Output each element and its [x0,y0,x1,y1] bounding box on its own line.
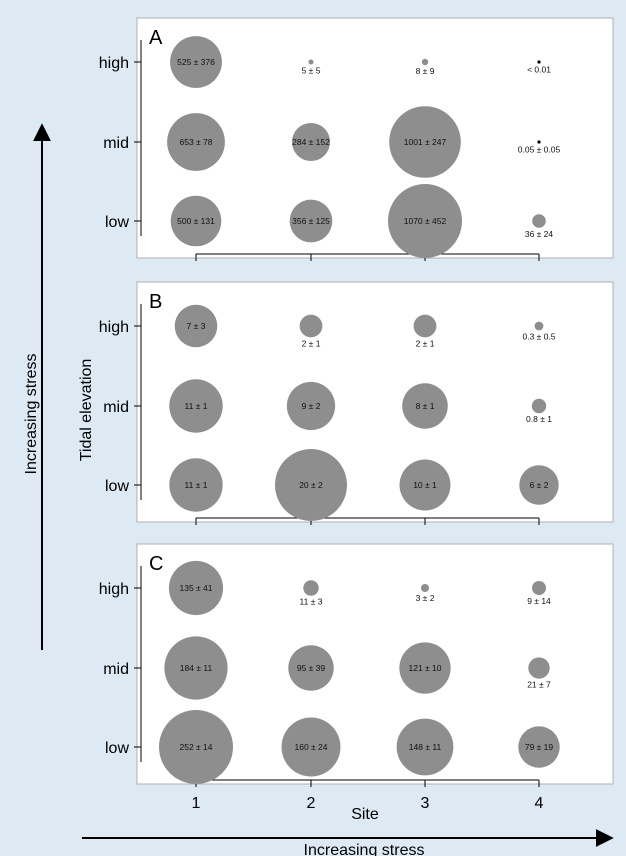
bubble [275,449,347,521]
panel-c: high mid low C 135 ± 41 11 ± 3 3 ± 2 9 ± 14 184 … [99,543,614,787]
bubble-label: 284 ± 152 [292,137,330,147]
bubble [167,113,225,171]
bubble-label: 5 ± 5 [302,66,321,76]
bubble-label: 160 ± 24 [294,742,327,752]
bubble [281,717,341,777]
y-tick-label: mid [103,399,129,416]
bubble [291,122,331,162]
bubble [168,560,224,616]
panel-label: A [149,27,163,49]
bubble-label: 6 ± 2 [530,480,549,490]
bubble-label: 356 ± 125 [292,216,330,226]
bubble [519,465,559,505]
bubble-label: 11 ± 1 [185,401,208,411]
bubble [399,459,451,511]
bubble [389,106,461,178]
bubble [402,383,448,429]
y-axis-title: Tidal elevation [78,359,95,462]
y-tick-label: low [105,740,129,757]
bubble-label: 1070 ± 452 [404,216,447,226]
bubble-label: 7 ± 3 [187,321,206,331]
bubble [518,726,560,768]
bubble-label: 121 ± 10 [408,663,441,673]
bubble-label: 11 ± 3 [300,597,323,607]
x-tick-label: 2 [307,795,316,812]
bubble [531,398,547,414]
bubble-label: 0.3 ± 0.5 [522,331,555,341]
bubble [421,58,429,66]
bubble-label: < 0.01 [527,65,551,75]
bubble [534,321,544,331]
bubble-label: 1001 ± 247 [404,137,447,147]
bubble [174,304,218,348]
bubble-label: 653 ± 78 [179,137,212,147]
panel-label: B [149,291,162,313]
bubble-label: 95 ± 39 [297,663,326,673]
bubble [537,60,541,64]
bubble [399,642,451,694]
x-tick-label: 3 [421,795,430,812]
y-tick-label: high [99,319,129,336]
x-tick-label: 4 [535,795,544,812]
bubble [159,710,233,784]
bubble-label: 36 ± 24 [525,229,554,239]
bubble [303,580,319,596]
bubble-label: 79 ± 19 [525,742,554,752]
panel-b: high mid low B 7 ± 3 2 ± 1 2 ± 1 0.3 ± 0.5 11 ± … [99,281,614,525]
bubble-label: 2 ± 1 [416,338,435,348]
bubble [532,581,546,595]
bubble-label: 2 ± 1 [302,338,321,348]
bubble [286,381,336,431]
bubble-label: 9 ± 2 [302,401,321,411]
panel-label: C [149,553,163,575]
bubble [288,645,334,691]
bubble-label: 525 ± 376 [177,57,215,67]
stress-label-vertical: Increasing stress [23,354,40,475]
bubble [308,59,314,65]
y-tick-label: mid [103,661,129,678]
bubble-label: 3 ± 2 [416,593,435,603]
bubble-label: 8 ± 9 [416,66,435,76]
bubble-label: 148 ± 11 [409,742,442,752]
bubble [289,199,333,243]
bubble [413,314,437,338]
bubble [299,314,323,338]
bubble [420,583,430,593]
bubble [170,195,222,247]
y-tick-label: low [105,478,129,495]
x-tick-label: 1 [192,795,201,812]
bubble-label: 21 ± 7 [527,680,551,690]
stress-label-horizontal: Increasing stress [304,842,425,856]
bubble-label: 135 ± 41 [179,583,212,593]
bubble-label: 0.05 ± 0.05 [518,145,561,155]
y-tick-label: low [105,214,129,231]
bubble [396,718,454,776]
bubble [388,184,462,258]
bubble-label: 252 ± 14 [179,742,212,752]
y-tick-label: high [99,581,129,598]
bubble [532,214,546,228]
bubble-label: 184 ± 11 [180,663,213,673]
bubble [528,657,550,679]
bubble-label: 9 ± 14 [527,596,551,606]
bubble-label: 10 ± 1 [413,480,437,490]
bubble [164,636,228,700]
bubble-label: 500 ± 131 [177,216,215,226]
bubble-label: 8 ± 1 [416,401,435,411]
bubble-label: 11 ± 1 [185,480,208,490]
bubble [169,379,223,433]
y-tick-label: high [99,55,129,72]
bubble-label: 0.8 ± 1 [526,414,552,424]
bubble-label: 20 ± 2 [299,480,323,490]
bubble [537,140,541,144]
x-axis-title: Site [351,806,379,823]
bubble [170,36,222,88]
y-tick-label: mid [103,135,129,152]
bubble [169,458,223,512]
panel-a: high mid low A 525 ± 376 5 ± 5 8 ± 9 < 0.01 653 … [99,17,614,261]
